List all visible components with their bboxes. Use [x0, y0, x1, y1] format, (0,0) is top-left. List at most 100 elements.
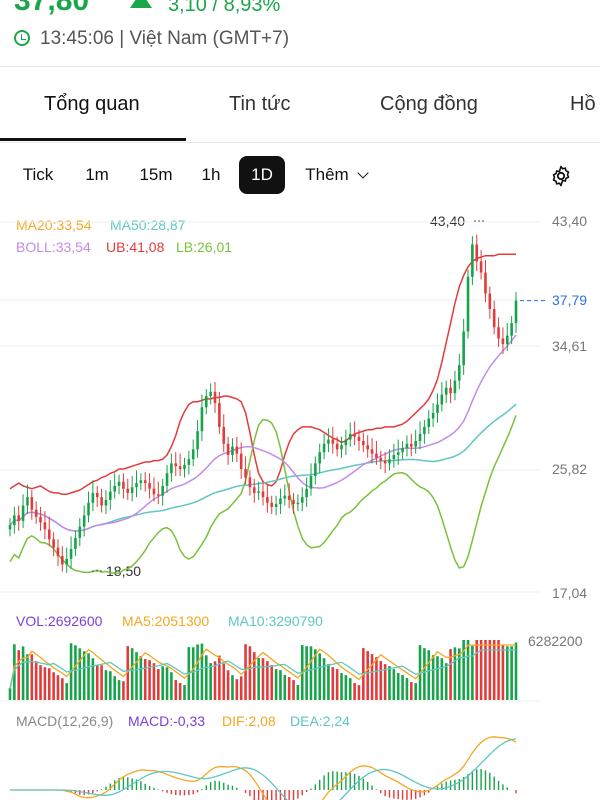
candle-body — [453, 380, 457, 394]
macd-bar — [266, 790, 269, 800]
volume-bar — [279, 670, 282, 700]
macd-bar — [122, 777, 125, 790]
volume-bar — [287, 677, 291, 700]
candle-body — [226, 443, 230, 456]
candle-body — [505, 335, 509, 345]
macd-bar — [118, 777, 120, 790]
volume-bar — [510, 646, 513, 700]
macd-bar — [227, 784, 229, 790]
candle-body — [183, 464, 186, 470]
volume-bar — [462, 640, 465, 700]
volume-bar — [414, 683, 417, 700]
candle-body — [418, 433, 422, 441]
candle-body — [95, 492, 99, 498]
macd-bar — [249, 790, 251, 797]
candle-body — [117, 481, 121, 486]
candle-body — [65, 558, 69, 565]
macd-bar — [223, 782, 225, 790]
candle-body — [231, 446, 234, 456]
tab-more[interactable]: Hồ — [570, 93, 596, 115]
macd-bar — [366, 781, 369, 790]
volume-bar — [244, 644, 247, 700]
candle-body — [488, 293, 492, 310]
volume-bar — [257, 658, 260, 700]
candle-body — [309, 476, 313, 489]
volume-bar — [17, 650, 21, 700]
candle-body — [392, 455, 396, 460]
volume-bar — [401, 675, 404, 700]
candle-body — [244, 469, 247, 478]
volume-bar — [340, 673, 343, 700]
candle-body — [279, 498, 282, 505]
timeframe-1d[interactable]: 1D — [239, 156, 285, 194]
volume-bar — [104, 670, 108, 700]
macd-bar — [288, 790, 290, 800]
gear-icon[interactable] — [549, 164, 573, 188]
candle-body — [178, 466, 182, 470]
timeframe-tick[interactable]: Tick — [22, 165, 54, 184]
volume-bar — [87, 653, 90, 700]
candle-body — [26, 497, 29, 506]
volume-bar — [427, 650, 431, 700]
macd-bar — [166, 790, 168, 793]
volume-bar — [113, 676, 116, 700]
candle-body — [388, 459, 391, 464]
candle-body — [484, 272, 487, 294]
candle-body — [130, 487, 134, 493]
macd-bar — [100, 789, 103, 790]
volume-bar — [370, 654, 374, 700]
macd-bar — [406, 790, 408, 800]
volume-bar — [375, 657, 378, 700]
macd-bar — [175, 790, 177, 796]
candle-body — [396, 452, 400, 456]
macd-bar — [332, 771, 334, 790]
macd-bar — [467, 773, 469, 790]
axis-label-min: 17,04 — [552, 585, 588, 601]
volume-bar — [305, 646, 308, 700]
candle-body — [196, 431, 199, 450]
volume-bar — [453, 647, 457, 700]
ub-label: UB:41,08 — [106, 239, 165, 255]
tab-news[interactable]: Tin tức — [229, 93, 291, 115]
candle-body — [287, 495, 291, 500]
volume-bar — [296, 685, 300, 700]
timeframe-more-dropdown[interactable]: Thêm — [294, 156, 378, 194]
volume-bar — [274, 669, 278, 700]
candle-body — [462, 331, 465, 366]
volume-bar — [165, 667, 169, 700]
volume-bar — [357, 685, 361, 700]
volume-bar — [226, 670, 230, 700]
macd-bar — [428, 790, 430, 793]
macd-bar — [153, 787, 155, 790]
macd-bar — [327, 772, 330, 790]
volume-bar — [157, 669, 160, 700]
volume-bar — [34, 661, 38, 700]
volume-bar — [488, 640, 492, 700]
volume-bar — [348, 678, 352, 700]
volume-bar — [505, 646, 509, 700]
timeframe-1h[interactable]: 1h — [201, 165, 221, 184]
tab-overview[interactable]: Tổng quan — [44, 93, 140, 115]
macd-bar — [414, 790, 417, 799]
volume-bar — [283, 675, 287, 700]
lb-label: LB:26,01 — [176, 239, 233, 255]
candle-body — [39, 516, 42, 523]
ma20-line — [9, 334, 517, 532]
candle-body — [497, 327, 500, 339]
candle-body — [209, 391, 212, 397]
timeframe-15m[interactable]: 15m — [139, 165, 173, 184]
timeframe-1m[interactable]: 1m — [85, 165, 109, 184]
candle-body — [501, 338, 505, 345]
volume-bar — [152, 663, 156, 700]
volume-bar — [200, 643, 204, 700]
macd-bar — [345, 772, 347, 790]
candle-body — [222, 426, 226, 444]
macd-bar — [484, 770, 487, 790]
volume-bar — [484, 640, 487, 700]
tab-community[interactable]: Cộng đồng — [380, 93, 478, 115]
volume-bar — [292, 680, 295, 700]
candle-body — [157, 494, 160, 496]
macd-bar — [192, 790, 194, 795]
candle-body — [318, 452, 322, 464]
